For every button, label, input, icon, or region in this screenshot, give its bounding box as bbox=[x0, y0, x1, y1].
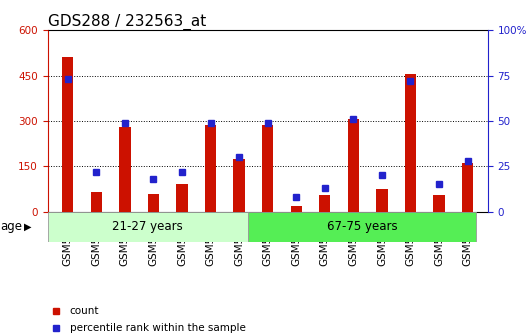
Bar bbox=[319, 195, 331, 212]
Bar bbox=[348, 120, 359, 212]
Bar bbox=[376, 189, 387, 212]
Bar bbox=[262, 126, 273, 212]
Bar bbox=[62, 57, 74, 212]
Text: 67-75 years: 67-75 years bbox=[326, 220, 397, 233]
Bar bbox=[248, 212, 476, 242]
Bar bbox=[405, 74, 416, 212]
Text: ▶: ▶ bbox=[24, 222, 31, 232]
Bar bbox=[434, 195, 445, 212]
Text: GDS288 / 232563_at: GDS288 / 232563_at bbox=[48, 14, 206, 30]
Bar bbox=[233, 159, 245, 212]
Bar bbox=[119, 127, 130, 212]
Bar bbox=[91, 192, 102, 212]
Text: 21-27 years: 21-27 years bbox=[112, 220, 183, 233]
Bar bbox=[462, 163, 473, 212]
Text: percentile rank within the sample: percentile rank within the sample bbox=[69, 323, 245, 333]
Text: count: count bbox=[69, 306, 99, 316]
Bar bbox=[148, 194, 159, 212]
Bar bbox=[48, 212, 248, 242]
Bar bbox=[290, 206, 302, 212]
Text: age: age bbox=[0, 220, 22, 233]
Bar bbox=[176, 184, 188, 212]
Bar bbox=[205, 126, 216, 212]
